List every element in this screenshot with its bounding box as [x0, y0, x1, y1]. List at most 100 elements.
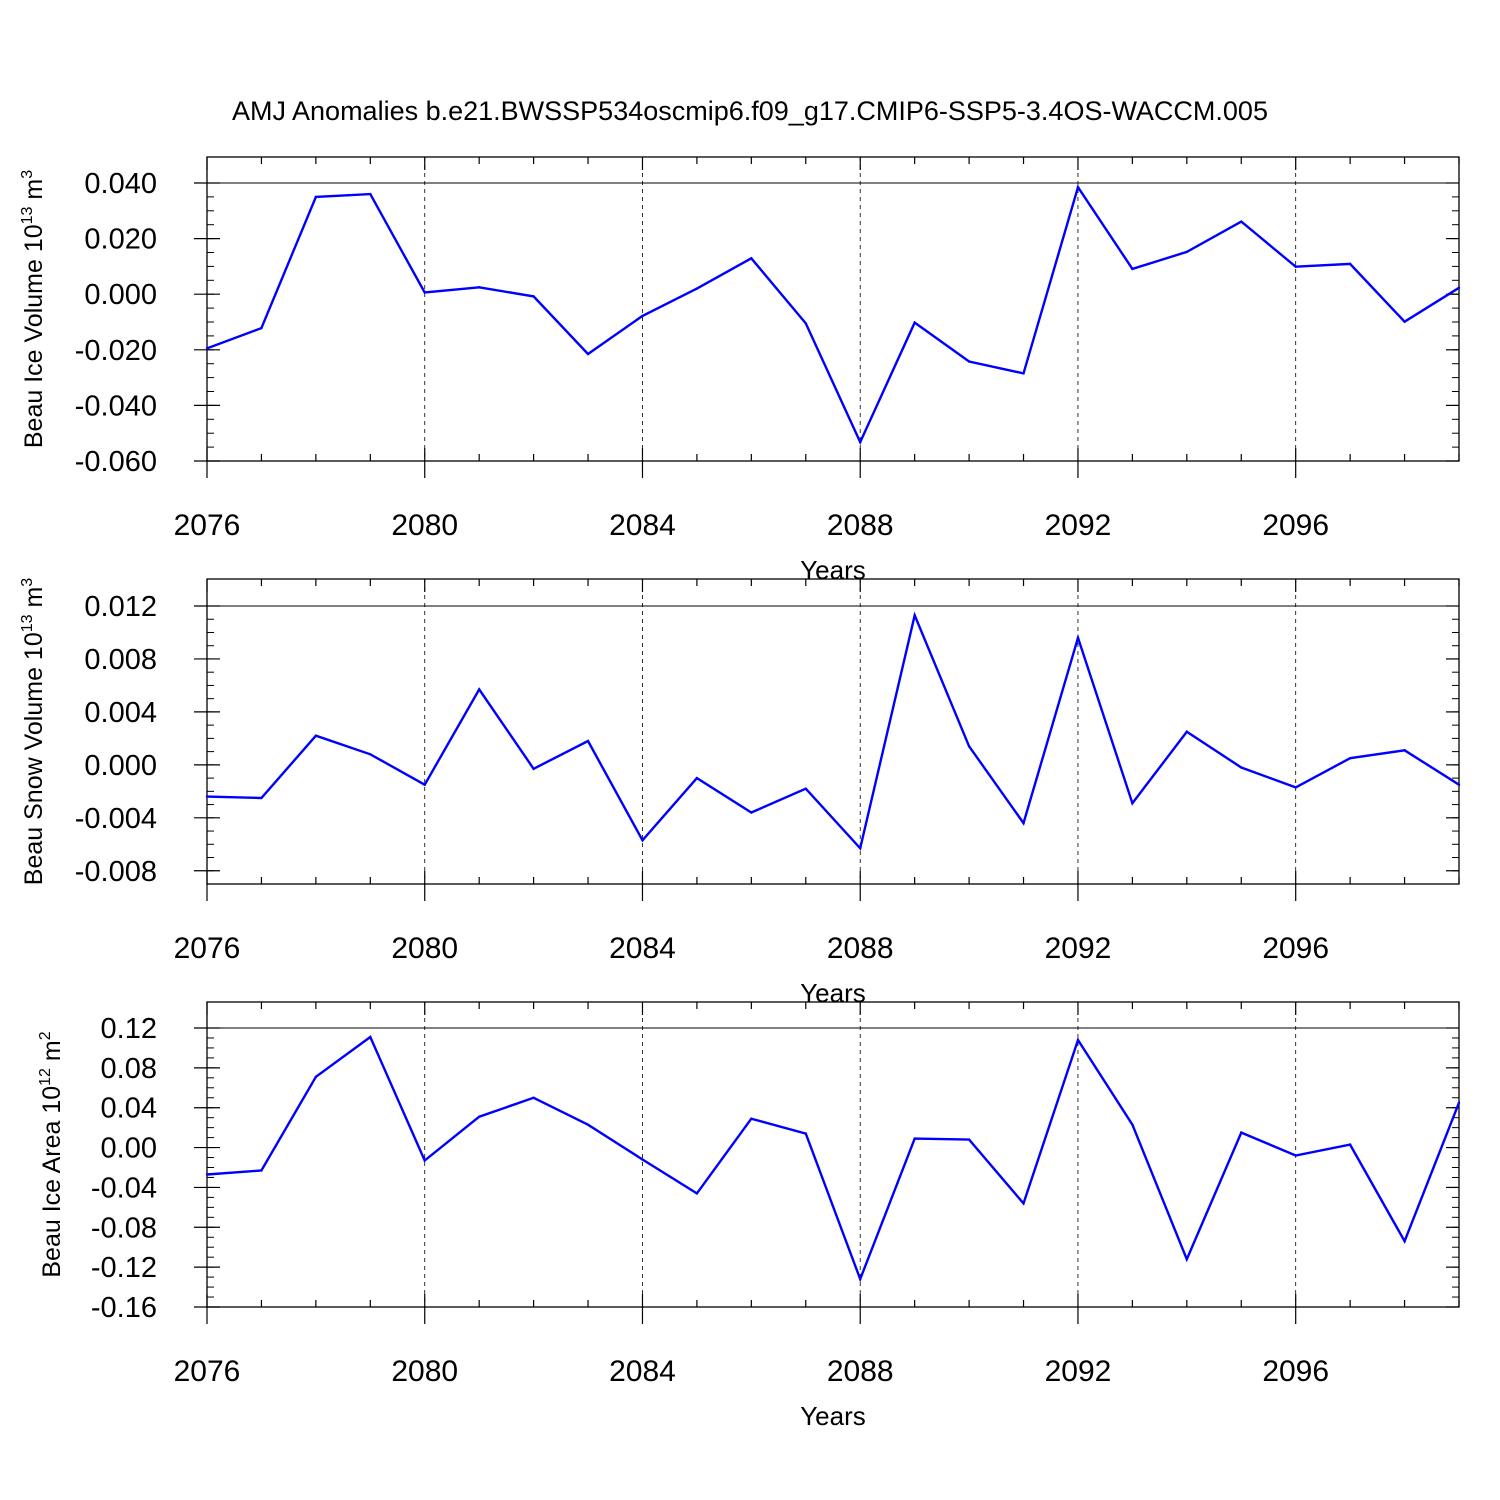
data-point — [205, 795, 209, 798]
plot-frame — [206, 578, 1460, 885]
data-point — [913, 614, 916, 617]
data-line — [206, 184, 1460, 445]
plot-frame — [206, 156, 1460, 462]
data-point — [532, 767, 535, 771]
x-axis-label: Years — [800, 978, 866, 1008]
data-point — [1240, 766, 1243, 769]
y-tick-label: 0.040 — [84, 168, 157, 200]
y-tick-label: 0.00 — [101, 1133, 157, 1165]
data-point — [477, 286, 481, 289]
data-point — [532, 1096, 535, 1099]
y-tick-label: 0.000 — [84, 750, 157, 782]
data-point — [477, 688, 481, 691]
data-point — [1185, 250, 1189, 254]
x-tick-label: 2076 — [174, 932, 241, 965]
data-point — [804, 322, 807, 325]
y-tick-label: -0.008 — [75, 856, 157, 888]
data-point — [1185, 730, 1189, 733]
y-tick-label: 0.004 — [84, 697, 157, 729]
data-point — [1457, 783, 1461, 786]
data-point — [369, 753, 372, 756]
plot-frame — [206, 1001, 1460, 1308]
data-point — [1131, 802, 1134, 805]
data-point — [967, 360, 971, 363]
data-point — [913, 1137, 916, 1140]
x-tick-label: 2088 — [827, 1355, 894, 1388]
y-tick-label: -0.16 — [91, 1292, 157, 1324]
data-point — [1348, 757, 1352, 760]
y-tick-label: 0.008 — [84, 644, 157, 676]
x-tick-label: 2076 — [174, 509, 241, 542]
data-point — [695, 776, 699, 780]
y-tick-label: -0.060 — [75, 446, 157, 478]
x-tick-label: 2096 — [1262, 509, 1329, 542]
x-tick-label: 2096 — [1262, 1355, 1329, 1388]
data-point — [859, 440, 862, 444]
y-tick-label: -0.040 — [75, 390, 157, 422]
data-point — [586, 1123, 590, 1126]
data-point — [859, 847, 862, 850]
data-point — [913, 321, 916, 324]
data-point — [369, 192, 372, 196]
data-point — [1076, 636, 1080, 639]
data-point — [1076, 185, 1080, 189]
data-point — [423, 1159, 426, 1162]
x-tick-label: 2084 — [609, 1355, 676, 1388]
data-point — [1076, 1038, 1080, 1042]
y-axis-label: Beau Ice Area 1012 m2 — [37, 1031, 66, 1277]
data-point — [586, 739, 590, 743]
data-point — [314, 1075, 318, 1079]
chart-title: AMJ Anomalies b.e21.BWSSP534oscmip6.f09_… — [232, 96, 1268, 126]
panel-1: 2076 2080 2084 2088 2092 2096 Years -0.060 -0.04… — [19, 156, 1461, 585]
data-point — [804, 1132, 807, 1135]
y-tick-label: -0.020 — [75, 335, 157, 367]
x-tick-label: 2080 — [391, 1355, 458, 1388]
data-point — [314, 734, 318, 737]
data-point — [695, 1192, 699, 1195]
y-tick-label: 0.08 — [101, 1053, 157, 1085]
x-tick-label: 2096 — [1262, 932, 1329, 965]
data-point — [1348, 1143, 1352, 1146]
data-point — [477, 1115, 481, 1118]
x-tick-label: 2084 — [609, 932, 676, 965]
data-point — [641, 1158, 644, 1161]
data-point — [369, 1035, 372, 1039]
y-tick-label: -0.12 — [91, 1252, 157, 1284]
x-tick-label: 2092 — [1045, 932, 1112, 965]
data-point — [1022, 821, 1025, 825]
y-axis-label-exponent: 13 — [19, 206, 36, 224]
data-point — [260, 796, 263, 800]
data-point — [641, 314, 644, 318]
x-tick-label: 2084 — [609, 509, 676, 542]
x-axis-label: Years — [800, 1401, 866, 1431]
data-point — [1294, 786, 1297, 789]
data-point — [1348, 262, 1352, 266]
data-point — [859, 1277, 862, 1281]
data-point — [1403, 749, 1406, 752]
y-tick-label: 0.000 — [84, 279, 157, 311]
data-point — [1131, 1123, 1134, 1126]
data-point — [205, 347, 209, 350]
data-point — [586, 352, 590, 356]
data-point — [967, 745, 971, 748]
chart-panels: 2076 2080 2084 2088 2092 2096 Years -0.060 -0.04… — [19, 156, 1461, 1431]
y-axis-label: Beau Ice Volume 1013 m3 — [19, 170, 48, 448]
y-axis-label-exponent: 13 — [19, 614, 36, 632]
x-tick-label: 2076 — [174, 1355, 241, 1388]
data-point — [1457, 1101, 1461, 1104]
data-point — [695, 287, 699, 290]
data-point — [750, 257, 753, 260]
y-tick-label: 0.020 — [84, 224, 157, 256]
data-point — [1294, 1154, 1297, 1157]
data-point — [532, 295, 535, 298]
data-point — [314, 195, 318, 199]
x-tick-label: 2080 — [391, 509, 458, 542]
data-point — [1185, 1257, 1189, 1261]
y-axis-label-text: Beau Ice Volume 10 — [20, 224, 48, 448]
x-tick-label: 2092 — [1045, 509, 1112, 542]
y-axis-label-unit: m — [20, 179, 48, 207]
data-point — [750, 1117, 753, 1120]
panel-2: 2076 2080 2084 2088 2092 2096 Years -0.008 -0.00… — [19, 578, 1461, 1008]
data-point — [1022, 372, 1025, 375]
